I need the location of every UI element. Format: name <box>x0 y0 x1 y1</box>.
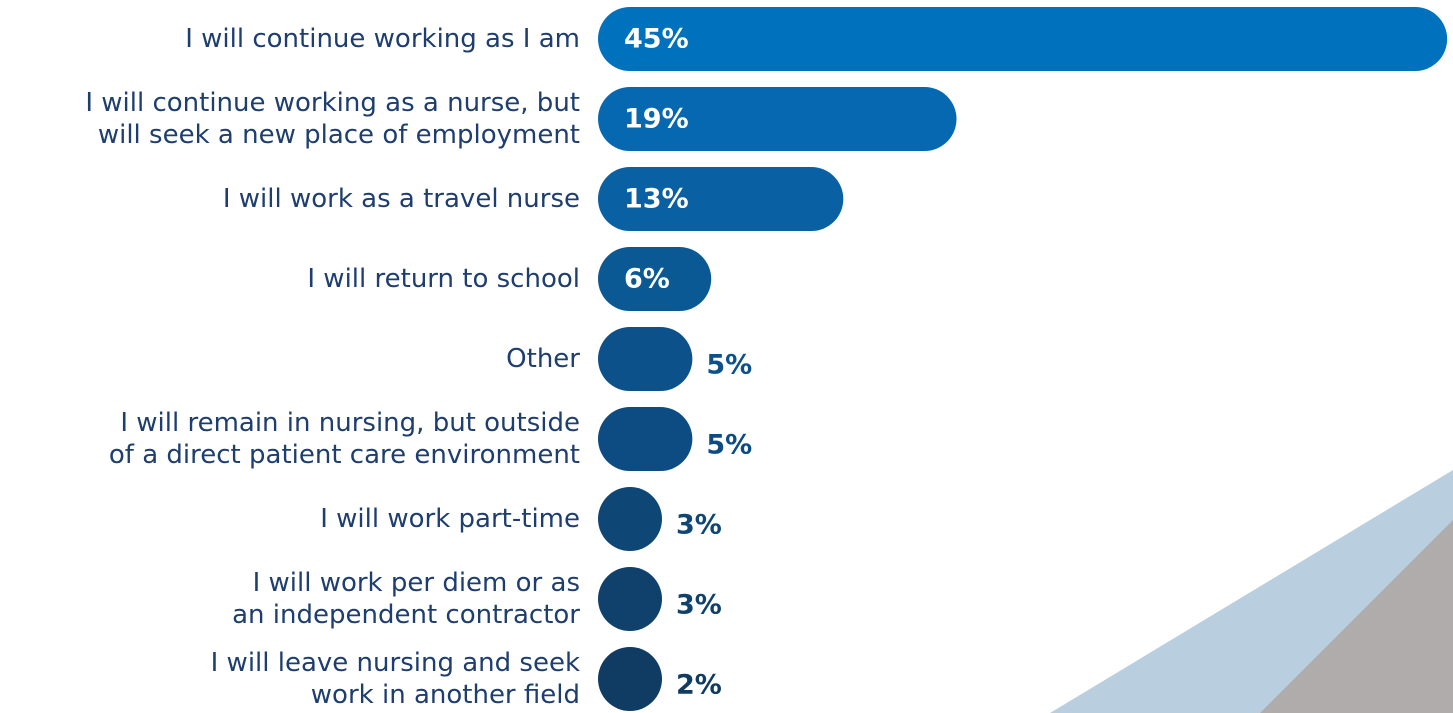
bar <box>598 167 844 231</box>
bar <box>598 487 662 551</box>
bar <box>598 327 693 391</box>
category-label: I will continue working as I am <box>185 24 580 54</box>
bar <box>598 647 662 711</box>
category-label: Other <box>506 344 580 374</box>
value-label: 45% <box>624 23 689 55</box>
category-label: I will work per diem or as an independen… <box>232 568 580 630</box>
bar <box>598 247 712 311</box>
value-label: 3% <box>676 589 722 621</box>
category-label: I will leave nursing and seek work in an… <box>210 648 580 710</box>
bar <box>598 87 957 151</box>
category-label: I will return to school <box>307 264 580 294</box>
photo-figure <box>1260 520 1453 713</box>
bar <box>598 567 662 631</box>
value-label: 2% <box>676 669 722 701</box>
category-label: I will remain in nursing, but outside of… <box>108 408 580 470</box>
value-label: 3% <box>676 509 722 541</box>
value-label: 6% <box>624 263 670 295</box>
value-label: 5% <box>706 429 753 461</box>
value-label: 19% <box>624 103 689 135</box>
bar <box>598 7 1448 71</box>
bar <box>598 407 693 471</box>
category-label: I will continue working as a nurse, but … <box>85 88 580 150</box>
category-label: I will work as a travel nurse <box>222 184 580 214</box>
value-label: 13% <box>624 183 689 215</box>
value-label: 5% <box>706 349 753 381</box>
category-label: I will work part-time <box>320 504 580 534</box>
